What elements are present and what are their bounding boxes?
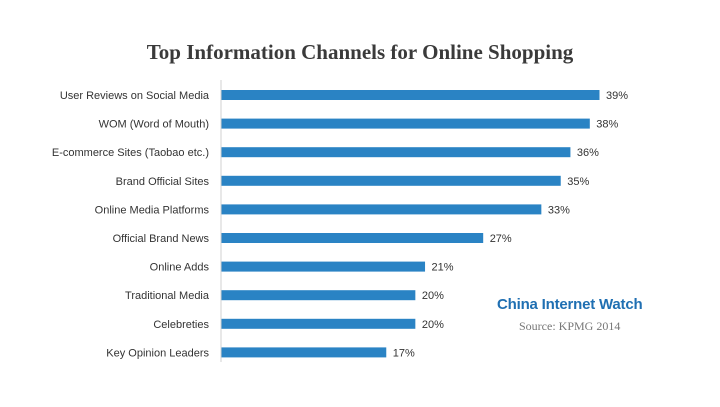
bar [221, 290, 416, 301]
value-label: 20% [422, 290, 444, 302]
category-label: Brand Official Sites [116, 176, 210, 188]
category-label: WOM (Word of Mouth) [99, 119, 209, 131]
value-label: 27% [490, 233, 512, 245]
value-label: 21% [432, 262, 454, 274]
category-label: Celebreties [153, 319, 209, 331]
value-label: 35% [567, 176, 589, 188]
category-label: User Reviews on Social Media [60, 90, 210, 102]
source-note: Source: KPMG 2014 [519, 319, 621, 333]
value-label: 38% [596, 119, 618, 131]
value-label: 17% [393, 347, 415, 359]
category-label: E-commerce Sites (Taobao etc.) [52, 147, 209, 159]
bar [221, 233, 484, 243]
bar [221, 261, 426, 272]
category-label: Online Media Platforms [95, 204, 210, 216]
bar [221, 147, 571, 158]
category-label: Key Opinion Leaders [106, 347, 209, 359]
bar [221, 118, 590, 129]
bar [221, 204, 542, 215]
value-label: 20% [422, 319, 444, 331]
category-label: Traditional Media [125, 290, 210, 302]
brand-watermark: China Internet Watch [497, 296, 643, 313]
bar [221, 175, 561, 186]
value-label: 39% [606, 90, 628, 102]
bar [221, 347, 387, 358]
value-label: 36% [577, 147, 599, 159]
chart-title: Top Information Channels for Online Shop… [146, 40, 574, 64]
value-label: 33% [548, 204, 570, 216]
category-label: Online Adds [150, 262, 210, 274]
bar [221, 90, 600, 100]
category-label: Official Brand News [113, 233, 210, 245]
bar [221, 318, 416, 329]
